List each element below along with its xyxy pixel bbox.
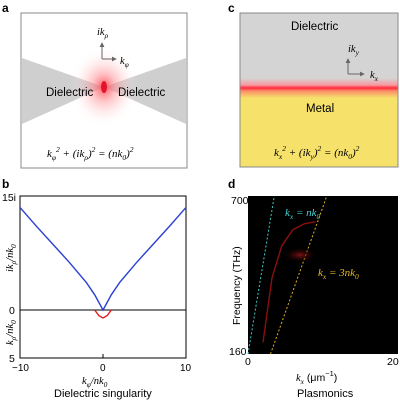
b-curves-series-0: [19, 206, 187, 312]
ylabel-d: Frequency (THz): [231, 246, 243, 325]
singularity-core: [101, 81, 107, 93]
xtick-d-right: 20: [387, 356, 399, 368]
xtick-b-mid: 0: [100, 363, 106, 374]
caption-d: Plasmonics: [297, 388, 354, 400]
ylabel-b-bottom: kρ/nk0: [5, 320, 18, 345]
axis-up-label: ikρ: [97, 27, 109, 40]
dielectric-region: [240, 13, 398, 90]
axis-up-label-c: iky: [348, 44, 360, 57]
metal-region: [240, 98, 398, 167]
xlabel-d: kx (μm−1): [296, 369, 337, 386]
plasmon-glow: [282, 247, 318, 263]
interface-glow: [240, 78, 398, 98]
panel-letter-c: c: [228, 1, 235, 15]
panel-letter-d: d: [228, 177, 235, 191]
xtick-d-left: 0: [245, 356, 251, 368]
ytick-b-zero: 0: [9, 305, 15, 317]
dielectric-right-label: Dielectric: [118, 87, 166, 99]
plot-b-frame: [19, 195, 187, 359]
panel-letter-b: b: [2, 177, 9, 191]
panel-c: c Dielectric Metal iky kx kx2 + (iky)2 =…: [228, 1, 399, 168]
xtick-b-right: 10: [180, 363, 192, 374]
panel-d: d 700 160 0 20 Frequency (THz) kx (μm−1)…: [228, 177, 399, 400]
ytick-b-bottom: 5: [9, 353, 15, 365]
b-curves-series-1: [94, 309, 112, 319]
bowtie-left: [22, 58, 104, 124]
dielectric-left-label: Dielectric: [46, 87, 94, 99]
ytick-d-bottom: 160: [229, 346, 247, 358]
line-label-nk0: kx = nk0: [285, 207, 321, 221]
d-curves-series-2: [262, 221, 316, 343]
axis-right-label-c: kx: [370, 70, 379, 83]
dielectric-top-label: Dielectric: [291, 21, 339, 33]
panel-c-frame: [239, 12, 399, 168]
axis-right-label: kφ: [120, 56, 129, 69]
line-label-3nk0: kx = 3nk0: [318, 267, 359, 281]
plot-d-curves: [247, 195, 328, 355]
plot-b-curves: [19, 206, 187, 319]
d-curves-series-0: [247, 195, 275, 355]
caption-b: Dielectric singularity: [54, 388, 152, 400]
ytick-d-top: 700: [231, 195, 249, 207]
metal-label: Metal: [306, 103, 334, 115]
xtick-b-left: −10: [12, 363, 29, 374]
ytick-b-top: 15i: [2, 192, 16, 204]
panel-letter-a: a: [2, 1, 9, 15]
panel-b: b 15i 0 5 −10 0 10 ikρ/nk0 kρ/nk0 kφ/nk0…: [2, 177, 192, 400]
panel-a: a Dielectric Dielectric ikρ kφ kφ2 + (ik…: [2, 1, 188, 169]
panel-c-equation: kx2 + (iky)2 = (nk0)2: [274, 144, 360, 161]
bowtie-right: [104, 58, 186, 124]
ylabel-b-top: ikρ/nk0: [5, 244, 18, 272]
panel-a-equation: kφ2 + (ikρ)2 = (nk0)2: [47, 145, 134, 162]
xlabel-b: kφ/nk0: [82, 376, 108, 389]
